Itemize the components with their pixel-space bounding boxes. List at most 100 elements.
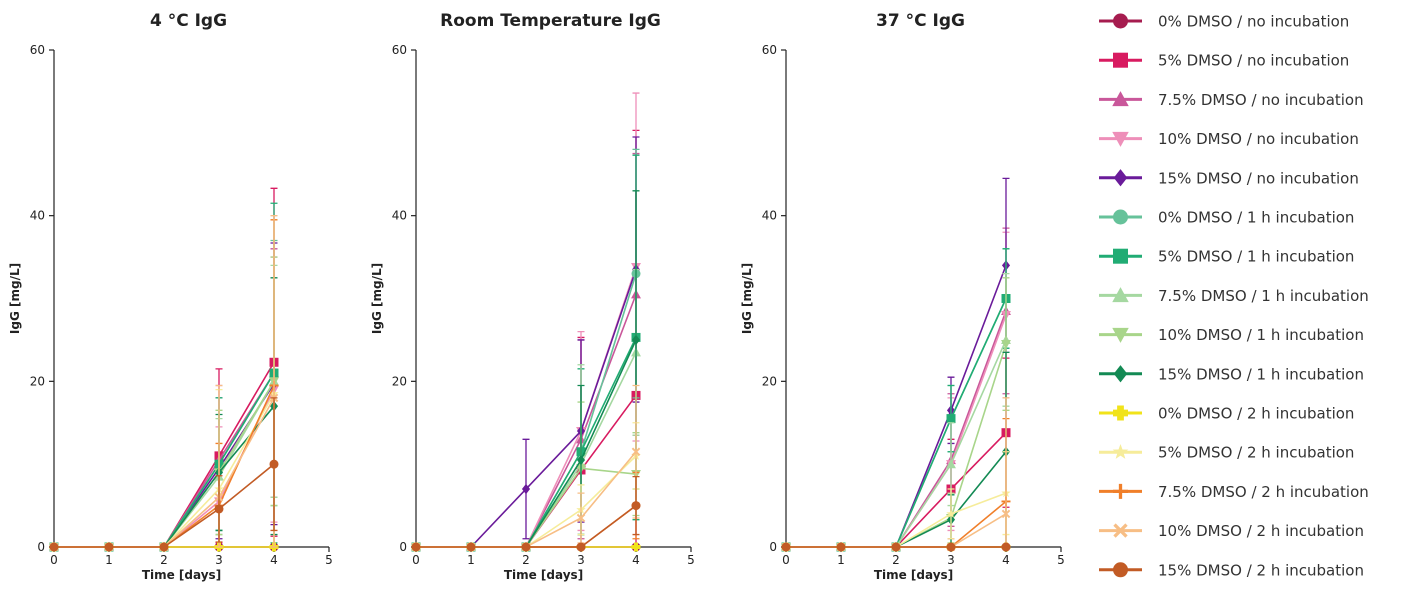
legend-label: 10% DMSO / 2 h incubation: [1158, 522, 1364, 540]
y-tick-label: 20: [392, 374, 407, 388]
legend-marker: [1113, 406, 1128, 421]
series-9: [49, 257, 279, 552]
series-15: [782, 543, 1011, 552]
data-point: [215, 504, 224, 513]
y-tick-label: 0: [769, 540, 777, 554]
y-tick-label: 40: [392, 209, 407, 223]
x-axis-title: Time [days]: [874, 568, 953, 582]
legend-item: 7.5% DMSO / 2 h incubation: [1099, 483, 1369, 501]
series-14: [50, 216, 277, 551]
y-tick-label: 60: [392, 43, 407, 57]
legend-item: 7.5% DMSO / no incubation: [1099, 91, 1364, 109]
y-tick-label: 0: [399, 540, 407, 554]
chart-title: 37 °C IgG: [876, 11, 965, 31]
legend-label: 0% DMSO / 2 h incubation: [1158, 405, 1354, 423]
legend-item: 10% DMSO / no incubation: [1099, 130, 1359, 148]
series-2: [50, 188, 279, 551]
legend-item: 15% DMSO / 1 h incubation: [1099, 365, 1364, 383]
data-point: [892, 543, 901, 552]
y-tick-label: 0: [37, 540, 45, 554]
x-tick-label: 3: [577, 553, 585, 567]
series-5: [412, 137, 640, 552]
series-line: [54, 381, 274, 547]
series-line: [54, 373, 274, 547]
chart-panel-3: 37 °C IgG 0 20 40 60 0 1 2 3 4 5 Time [days] IgG [mg…: [740, 11, 1065, 582]
series-8: [49, 265, 279, 551]
legend-marker: [1113, 562, 1128, 577]
legend-item: 7.5% DMSO / 1 h incubation: [1099, 287, 1369, 305]
legend-label: 5% DMSO / no incubation: [1158, 52, 1349, 70]
y-tick-label: 40: [30, 209, 45, 223]
series-8: [781, 274, 1011, 551]
legend-item: 15% DMSO / 2 h incubation: [1099, 561, 1364, 579]
legend-label: 10% DMSO / no incubation: [1158, 130, 1359, 148]
y-axis-title: IgG [mg/L]: [8, 263, 22, 334]
data-point: [947, 543, 956, 552]
x-tick-label: 1: [467, 553, 475, 567]
x-tick-label: 5: [687, 553, 695, 567]
series-line: [54, 362, 274, 547]
y-tick-label: 20: [30, 374, 45, 388]
data-point: [947, 414, 956, 423]
series-9: [781, 278, 1011, 552]
legend-marker: [1113, 444, 1129, 459]
series-12: [49, 220, 278, 551]
data-point: [1002, 543, 1011, 552]
y-axis-title: IgG [mg/L]: [370, 263, 384, 334]
legend-label: 0% DMSO / no incubation: [1158, 13, 1349, 31]
series-line: [786, 299, 1006, 548]
legend-marker: [1114, 365, 1128, 382]
series-10: [782, 352, 1010, 552]
data-point: [467, 543, 476, 552]
series-line: [786, 299, 1006, 548]
data-point: [837, 543, 846, 552]
x-tick-label: 2: [522, 553, 530, 567]
y-tick-label: 60: [762, 43, 777, 57]
y-axis-title: IgG [mg/L]: [740, 263, 754, 334]
x-axis-title: Time [days]: [504, 568, 583, 582]
x-axis-title: Time [days]: [142, 568, 221, 582]
x-tick-label: 1: [105, 553, 113, 567]
legend-item: 5% DMSO / 1 h incubation: [1099, 248, 1354, 266]
legend-item: 0% DMSO / no incubation: [1099, 13, 1349, 31]
legend-marker: [1113, 249, 1128, 264]
legend-label: 7.5% DMSO / no incubation: [1158, 91, 1364, 109]
x-tick-label: 2: [160, 553, 168, 567]
x-tick-label: 3: [947, 553, 955, 567]
legend-label: 10% DMSO / 1 h incubation: [1158, 326, 1364, 344]
series-5: [50, 243, 278, 552]
legend-item: 15% DMSO / no incubation: [1099, 169, 1359, 187]
series-3: [49, 249, 279, 551]
legend-marker: [1113, 14, 1128, 29]
legend-label: 15% DMSO / no incubation: [1158, 169, 1359, 187]
legend-item: 5% DMSO / no incubation: [1099, 52, 1349, 70]
series-line: [786, 311, 1006, 547]
data-point: [160, 543, 169, 552]
series-line: [54, 398, 274, 547]
series-line: [54, 385, 274, 547]
legend-label: 5% DMSO / 1 h incubation: [1158, 248, 1354, 266]
series-line: [54, 373, 274, 547]
series-line: [54, 464, 274, 547]
legend-label: 15% DMSO / 2 h incubation: [1158, 561, 1364, 579]
legend-marker: [1113, 484, 1128, 499]
series-6: [782, 249, 1011, 552]
x-tick-label: 3: [215, 553, 223, 567]
x-tick-label: 4: [1002, 553, 1010, 567]
legend-item: 10% DMSO / 2 h incubation: [1099, 522, 1364, 540]
chart-title: 4 °C IgG: [150, 11, 227, 31]
y-tick-label: 40: [762, 209, 777, 223]
y-tick-label: 60: [30, 43, 45, 57]
series-line: [786, 315, 1006, 547]
series-7: [50, 203, 279, 551]
data-point: [270, 460, 279, 469]
x-tick-label: 0: [412, 553, 420, 567]
error-bar: [1003, 398, 1010, 547]
series-6: [50, 241, 279, 552]
x-tick-label: 2: [892, 553, 900, 567]
x-tick-label: 4: [270, 553, 278, 567]
chart-panel-1: 4 °C IgG 0 20 40 60 0 1 2 3 4 5 Time [days] IgG [mg/…: [8, 11, 333, 582]
legend-label: 15% DMSO / 1 h incubation: [1158, 365, 1364, 383]
data-point: [412, 543, 421, 552]
